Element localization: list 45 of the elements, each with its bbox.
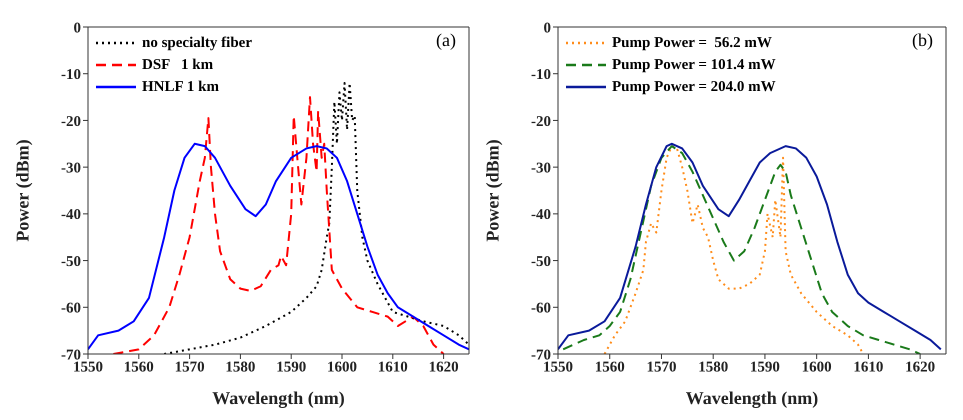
legend-label: no specialty fiber	[142, 34, 252, 52]
y-tick-label: -60	[531, 300, 551, 317]
y-tick-label: -10	[61, 67, 81, 84]
x-tick-label: 1570	[646, 360, 676, 376]
line-series	[88, 142, 469, 350]
x-tick-label: 1610	[378, 360, 408, 376]
y-tick-label: -10	[531, 67, 551, 84]
y-tick-label: -30	[61, 160, 81, 176]
line-series	[112, 96, 445, 354]
y-axis-title: Power (dBm)	[12, 139, 32, 242]
y-axis-title: Power (dBm)	[482, 139, 502, 242]
x-tick-label: 1620	[428, 360, 459, 376]
x-tick-label: 1550	[73, 360, 103, 376]
x-tick-label: 1550	[543, 360, 573, 376]
y-tick-label: 0	[74, 20, 81, 36]
line-series	[604, 145, 864, 354]
annotation: (b)	[912, 30, 933, 51]
y-tick-label: -20	[61, 114, 81, 130]
legend-label: Pump Power = 204.0 mW	[612, 78, 776, 96]
x-tick-label: 1570	[174, 360, 205, 376]
x-tick-label: 1560	[594, 360, 625, 376]
x-tick-label: 1600	[327, 360, 357, 376]
y-tick-label: -40	[61, 207, 81, 224]
y-tick-label: -50	[61, 254, 81, 270]
x-tick-label: 1590	[276, 360, 306, 376]
x-tick-label: 1620	[905, 360, 936, 376]
y-tick-label: -40	[531, 207, 551, 224]
legend-label: HNLF 1 km	[142, 78, 219, 96]
y-tick-label: -50	[531, 254, 551, 270]
x-tick-label: 1580	[698, 360, 728, 376]
annotation: (a)	[436, 30, 456, 51]
x-tick-label: 1600	[802, 360, 832, 376]
y-tick-label: -20	[531, 114, 551, 130]
legend-label: Pump Power = 56.2 mW	[612, 34, 772, 52]
x-tick-label: 1580	[225, 360, 256, 376]
x-axis-title: Wavelength (nm)	[212, 388, 345, 408]
x-tick-label: 1590	[750, 360, 780, 376]
legend-label: DSF 1 km	[142, 56, 214, 74]
y-tick-label: -60	[61, 300, 81, 317]
y-tick-label: -30	[531, 160, 551, 176]
y-tick-label: 0	[544, 20, 551, 36]
x-tick-label: 1610	[853, 360, 884, 376]
x-axis-title: Wavelength (nm)	[686, 388, 818, 408]
legend-label: Pump Power = 101.4 mW	[612, 56, 776, 74]
x-tick-label: 1560	[124, 360, 154, 376]
